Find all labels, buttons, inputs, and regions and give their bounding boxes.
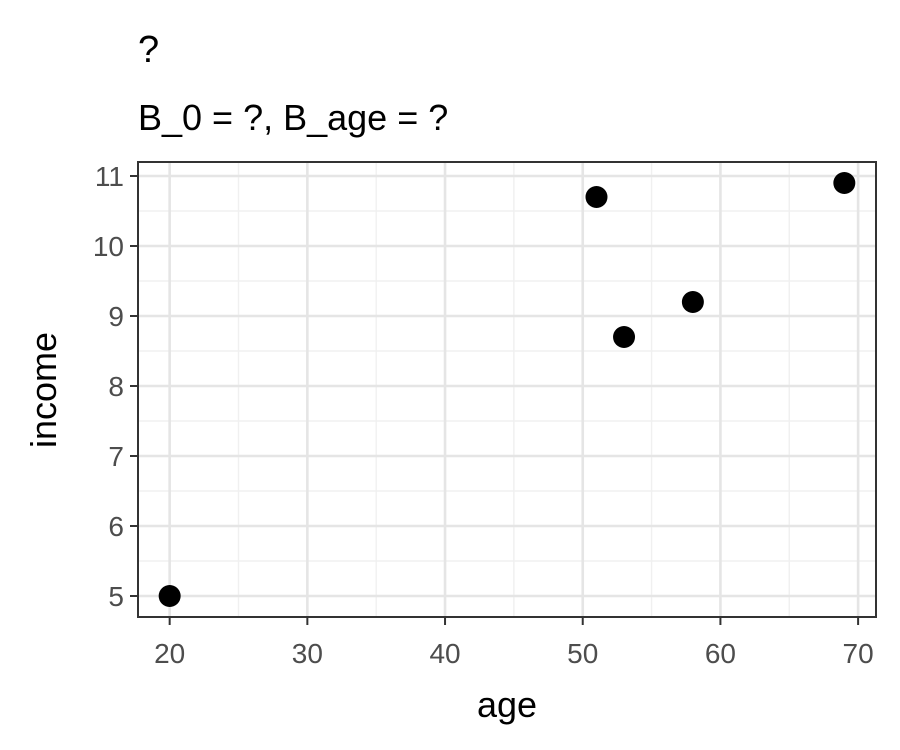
y-axis-title: income [23,332,64,448]
y-tick-label: 11 [95,161,124,192]
chart-subtitle: B_0 = ?, B_age = ? [138,97,448,138]
axis-ticks: 20 30 40 50 60 70 5 6 7 8 9 10 11 [93,161,874,669]
x-tick-label: 50 [567,638,598,669]
data-point [681,291,704,313]
y-tick-label: 5 [108,581,124,612]
y-tick-label: 9 [108,301,124,332]
plot-panel-border [137,161,877,618]
data-point [613,326,636,348]
data-point [585,186,608,208]
data-points [158,172,856,607]
x-tick-label: 20 [154,638,185,669]
grid-lines [138,162,876,617]
x-tick-label: 30 [292,638,323,669]
y-tick-label: 6 [108,511,124,542]
chart-title: ? [138,29,159,71]
y-tick-label: 10 [93,231,124,262]
y-tick-label: 8 [108,371,124,402]
data-point [833,172,856,194]
y-tick-label: 7 [108,441,124,472]
x-tick-label: 40 [429,638,460,669]
data-point [158,585,181,607]
x-axis-title: age [477,684,537,725]
x-tick-label: 70 [843,638,874,669]
x-tick-label: 60 [705,638,736,669]
